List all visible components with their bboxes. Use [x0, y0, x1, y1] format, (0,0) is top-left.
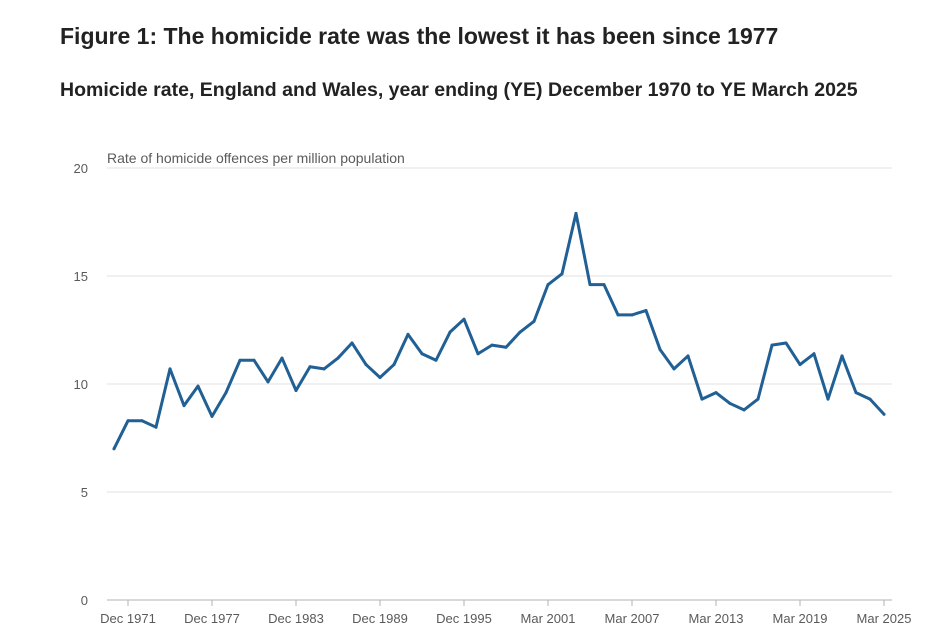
- y-tick-label: 5: [81, 485, 88, 500]
- data-point: [182, 404, 186, 408]
- data-point: [168, 367, 172, 371]
- data-point: [224, 391, 228, 395]
- data-point: [238, 358, 242, 362]
- y-axis-title: Rate of homicide offences per million po…: [107, 150, 405, 166]
- data-point: [126, 419, 130, 423]
- x-tick-label: Dec 1989: [352, 611, 408, 626]
- data-point: [728, 401, 732, 405]
- x-tick-label: Mar 2025: [857, 611, 912, 626]
- x-tick-label: Dec 1995: [436, 611, 492, 626]
- x-tick-label: Mar 2001: [521, 611, 576, 626]
- data-point: [154, 425, 158, 429]
- y-tick-label: 0: [81, 593, 88, 608]
- data-point: [602, 283, 606, 287]
- series-line: [112, 211, 886, 451]
- data-point: [686, 354, 690, 358]
- data-point: [112, 447, 116, 451]
- data-point: [406, 332, 410, 336]
- data-point: [784, 341, 788, 345]
- data-point: [756, 397, 760, 401]
- data-point: [322, 367, 326, 371]
- x-tick-label: Mar 2007: [605, 611, 660, 626]
- data-point: [532, 319, 536, 323]
- data-point: [882, 412, 886, 416]
- data-point: [504, 345, 508, 349]
- x-axis-ticks: Dec 1971 Dec 1977 Dec 1983 Dec 1989 Dec 1995…: [100, 600, 911, 626]
- data-point: [518, 330, 522, 334]
- data-point: [280, 356, 284, 360]
- data-point: [854, 391, 858, 395]
- data-point: [560, 272, 564, 276]
- data-point: [448, 330, 452, 334]
- data-point: [364, 363, 368, 367]
- x-tick-label: Mar 2013: [689, 611, 744, 626]
- x-tick-label: Dec 1983: [268, 611, 324, 626]
- data-point: [378, 376, 382, 380]
- data-point: [476, 352, 480, 356]
- figure-title: Figure 1: The homicide rate was the lowe…: [60, 23, 779, 49]
- data-point: [490, 343, 494, 347]
- x-tick-label: Dec 1977: [184, 611, 240, 626]
- data-point: [266, 380, 270, 384]
- x-tick-label: Mar 2019: [773, 611, 828, 626]
- data-point: [546, 283, 550, 287]
- y-tick-label: 15: [74, 269, 88, 284]
- data-point: [588, 283, 592, 287]
- data-point: [252, 358, 256, 362]
- data-point: [700, 397, 704, 401]
- figure-subtitle: Homicide rate, England and Wales, year e…: [60, 79, 858, 101]
- data-point: [574, 211, 578, 215]
- data-point: [868, 397, 872, 401]
- data-point: [350, 341, 354, 345]
- data-point: [672, 367, 676, 371]
- y-axis-ticks: 0 5 10 15 20: [74, 161, 88, 608]
- data-point: [336, 356, 340, 360]
- x-tick-label: Dec 1971: [100, 611, 156, 626]
- data-point: [462, 317, 466, 321]
- gridlines: [107, 167, 892, 601]
- data-point: [826, 397, 830, 401]
- data-point: [798, 363, 802, 367]
- data-point: [196, 384, 200, 388]
- series-group: [112, 211, 886, 451]
- data-point: [742, 408, 746, 412]
- data-point: [434, 358, 438, 362]
- data-point: [392, 363, 396, 367]
- y-tick-label: 20: [74, 161, 88, 176]
- data-point: [420, 352, 424, 356]
- data-point: [770, 343, 774, 347]
- data-point: [812, 352, 816, 356]
- data-point: [840, 354, 844, 358]
- data-point: [616, 313, 620, 317]
- data-point: [210, 414, 214, 418]
- y-tick-label: 10: [74, 377, 88, 392]
- data-point: [658, 347, 662, 351]
- data-point: [294, 388, 298, 392]
- data-point: [630, 313, 634, 317]
- data-point: [308, 365, 312, 369]
- data-point: [644, 309, 648, 313]
- data-point: [140, 419, 144, 423]
- data-point: [714, 391, 718, 395]
